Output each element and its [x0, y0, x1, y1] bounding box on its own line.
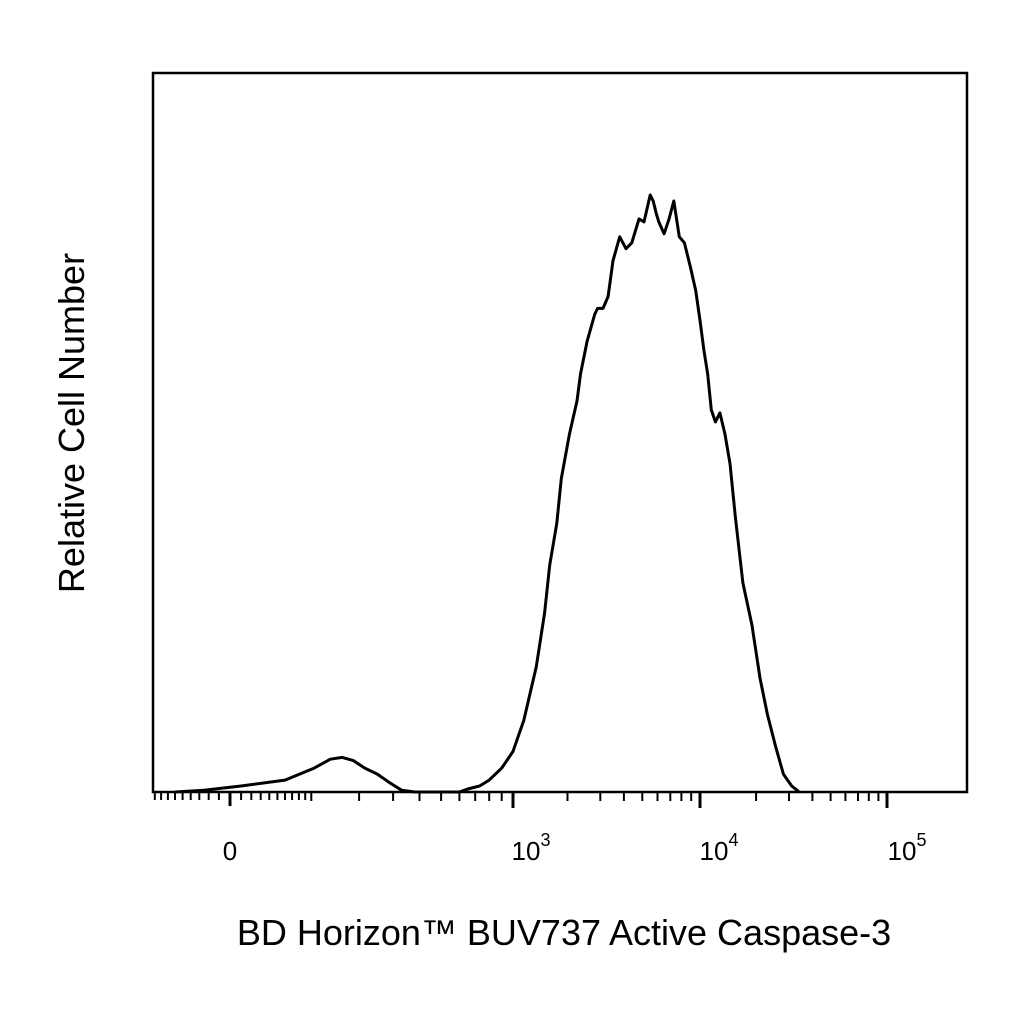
x-major-ticks	[228, 792, 889, 808]
x-tick-label-10000: 104	[700, 830, 739, 866]
x-axis-title: BD Horizon™ BUV737 Active Caspase-3	[237, 912, 891, 953]
y-axis-title: Relative Cell Number	[51, 253, 92, 593]
x-minor-ticks	[153, 792, 880, 801]
plot-frame	[151, 71, 969, 794]
x-tick-label-100000: 105	[888, 830, 927, 866]
x-tick-label-1000: 103	[512, 830, 551, 866]
x-tick-label-0: 0	[223, 836, 237, 866]
histogram-curve	[174, 193, 801, 794]
